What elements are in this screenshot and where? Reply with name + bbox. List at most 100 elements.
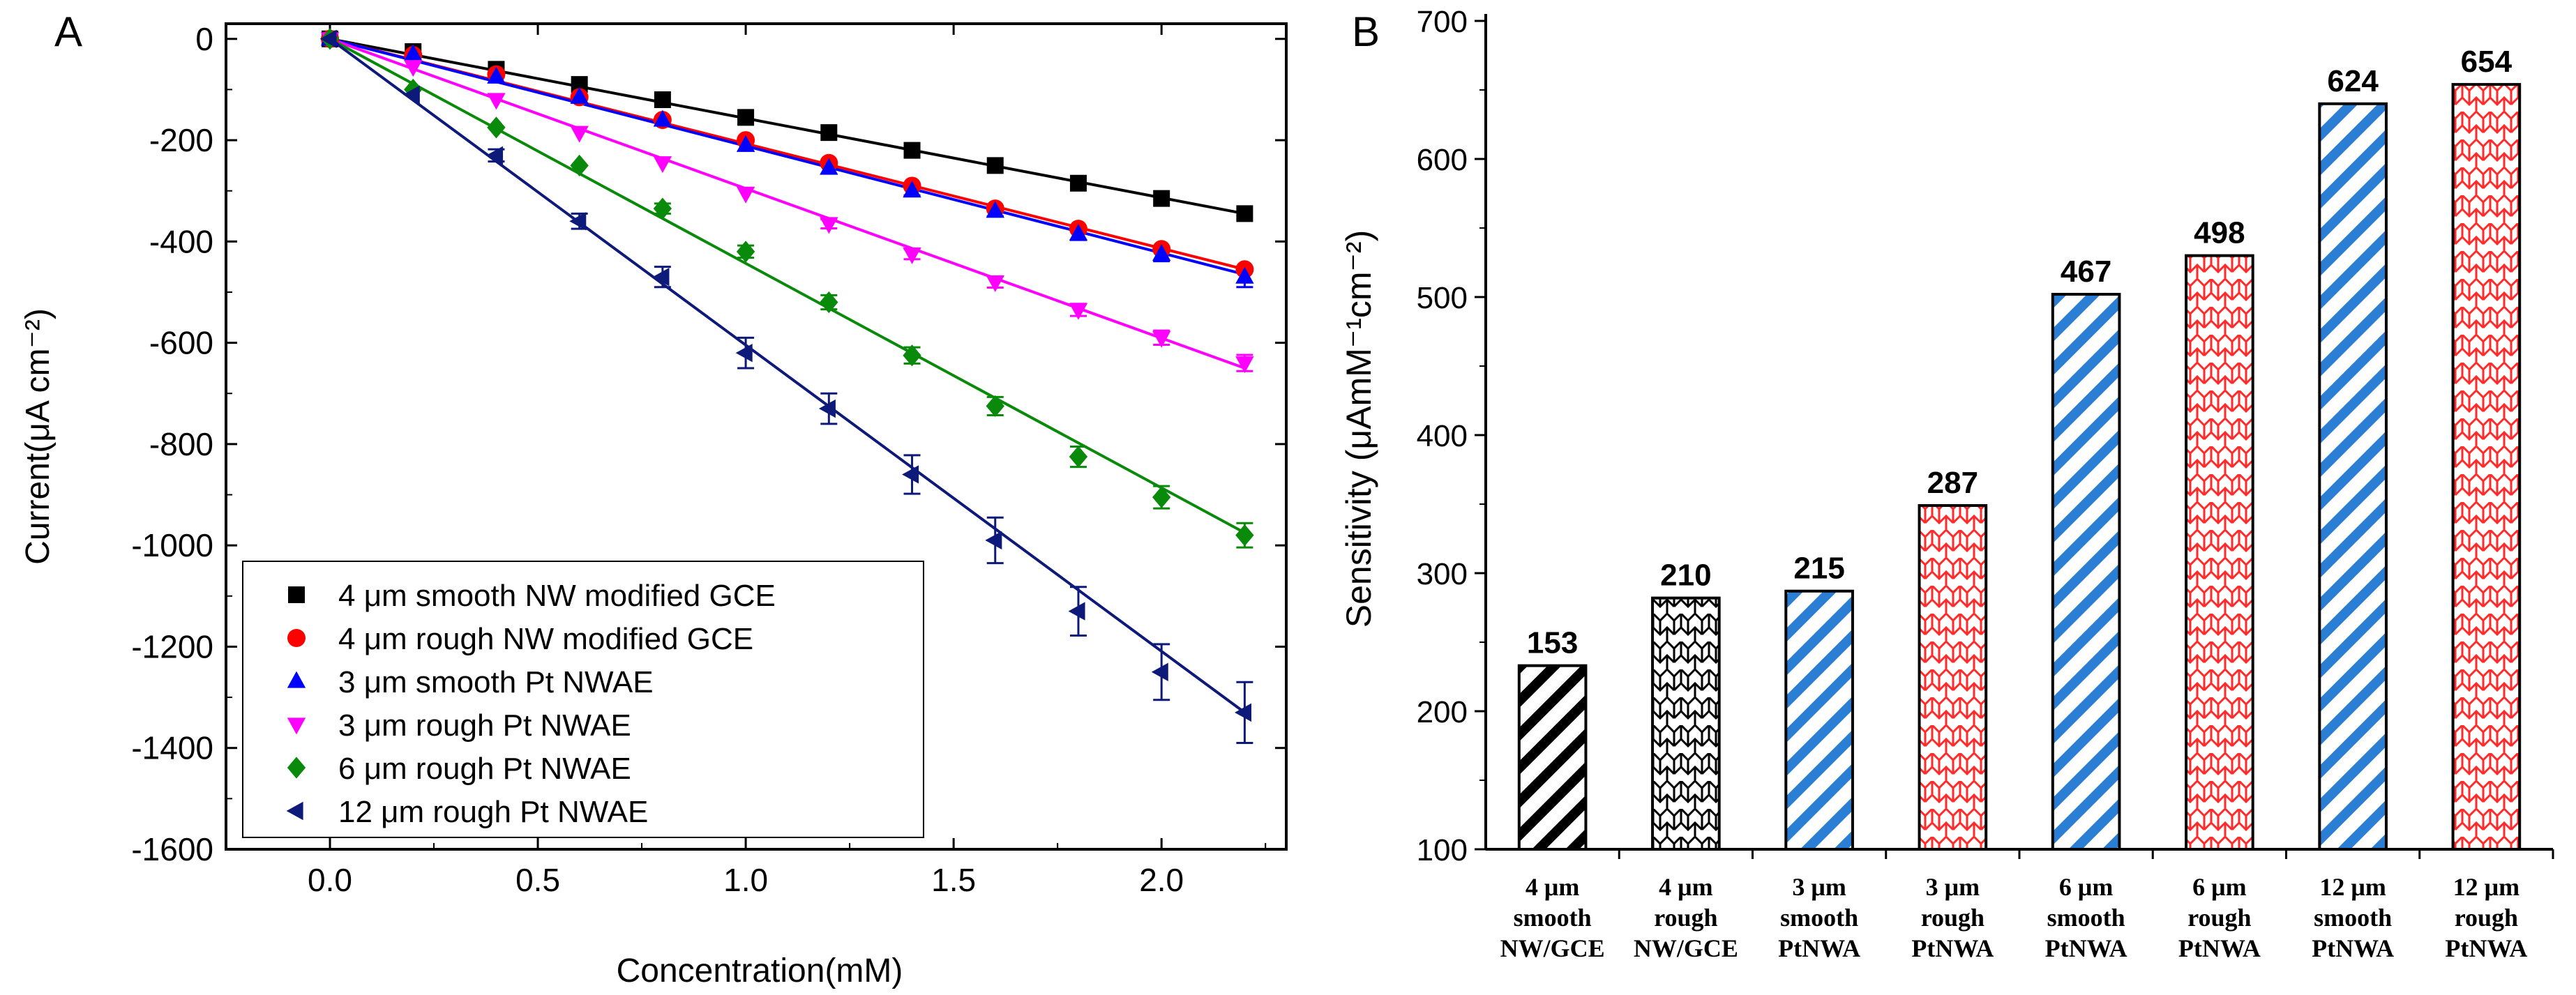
data-point xyxy=(1236,205,1253,222)
panel-b-value-labels: 153 210 215 287 467 498 624 654 xyxy=(1527,45,2513,660)
y-tick-label: -1200 xyxy=(131,628,213,664)
data-point xyxy=(818,399,836,418)
category-label-line: 3 μm xyxy=(1792,873,1846,901)
bar xyxy=(2185,254,2254,851)
legend-label: 4 μm rough NW modified GCE xyxy=(338,622,753,656)
bar xyxy=(2318,102,2388,851)
data-point xyxy=(570,126,589,143)
panel-a-legend: 4 μm smooth NW modified GCE 4 μm rough NW… xyxy=(242,561,924,838)
legend-marker xyxy=(286,801,303,821)
data-point xyxy=(569,212,587,231)
category-label-line: PtNWA xyxy=(2045,934,2127,962)
data-point xyxy=(570,86,589,104)
y-tick-label: 500 xyxy=(1417,281,1468,315)
category-label-line: PtNWA xyxy=(2312,934,2394,962)
category-label-line: smooth xyxy=(1514,904,1592,932)
legend-box xyxy=(242,561,924,838)
data-point xyxy=(570,154,589,176)
fit-line xyxy=(329,38,1246,714)
data-point xyxy=(653,197,672,220)
data-point xyxy=(902,465,919,484)
y-tick-label: -1400 xyxy=(131,730,213,766)
category-label-line: PtNWA xyxy=(1911,934,1994,962)
category-label-line: smooth xyxy=(2047,904,2125,932)
data-point xyxy=(820,217,838,234)
fit-line xyxy=(329,37,1246,370)
data-point xyxy=(820,158,838,175)
y-tick-label: 700 xyxy=(1417,5,1468,39)
panel-b-y-axis-label: Sensitivity (μAmM⁻¹cm⁻²) xyxy=(1339,230,1378,628)
category-label-line: 6 μm xyxy=(2059,873,2113,901)
fit-line xyxy=(329,37,1245,215)
x-tick-label: 0.0 xyxy=(308,862,352,898)
panel-a: A 0.0 0.5 1.0 1.5 2.0 0 -200 -400 -600 -800 -1000 -… xyxy=(20,8,1288,989)
data-point xyxy=(986,157,1004,174)
panel-b-ticks: 100 200 300 400 500 600 700 xyxy=(1417,5,2554,867)
category-label-line: 12 μm xyxy=(2319,873,2386,901)
y-tick-label: 0 xyxy=(195,21,213,57)
category-label-line: 3 μm xyxy=(1926,873,1980,901)
data-point xyxy=(986,395,1004,418)
data-point xyxy=(986,275,1004,292)
data-point xyxy=(487,116,506,139)
data-point xyxy=(985,531,1002,550)
data-point xyxy=(402,85,420,104)
y-tick-label: 600 xyxy=(1417,143,1468,177)
category-label-line: 12 μm xyxy=(2453,873,2519,901)
data-point xyxy=(820,124,838,142)
bar xyxy=(1517,664,1588,851)
category-label-line: 4 μm xyxy=(1659,873,1712,901)
data-point xyxy=(986,201,1004,218)
panel-a-plot-frame xyxy=(225,22,1288,851)
panel-a-label: A xyxy=(54,8,82,55)
data-point xyxy=(487,66,506,84)
panel-b-bars xyxy=(1517,83,2522,851)
bar-value-label: 624 xyxy=(2327,64,2379,98)
data-point xyxy=(654,91,671,108)
data-point xyxy=(903,344,921,367)
x-tick-label: 0.5 xyxy=(515,862,560,898)
data-point xyxy=(903,142,921,159)
bar-value-label: 287 xyxy=(1927,466,1978,500)
bar-value-label: 467 xyxy=(2061,255,2111,289)
data-point xyxy=(1068,602,1085,621)
panel-a-fit-lines xyxy=(329,37,1246,714)
y-tick-label: -1600 xyxy=(131,831,213,867)
panel-a-x-axis-label: Concentration(mM) xyxy=(617,952,903,989)
data-point xyxy=(404,44,423,61)
y-tick-label: -800 xyxy=(149,426,213,462)
data-point xyxy=(571,76,588,93)
bar-value-label: 215 xyxy=(1793,552,1844,586)
panel-a-y-axis-label: Current(μA cm⁻²) xyxy=(20,308,57,565)
category-label-line: rough xyxy=(2455,904,2518,932)
data-point xyxy=(653,109,672,127)
y-tick-label: 400 xyxy=(1417,419,1468,453)
bar xyxy=(1784,589,1854,851)
data-point xyxy=(1152,486,1171,508)
data-point xyxy=(652,267,670,287)
data-point xyxy=(737,109,755,126)
data-point xyxy=(1069,174,1087,192)
bar-value-label: 210 xyxy=(1660,559,1711,593)
data-point xyxy=(653,156,672,174)
legend-label: 3 μm smooth Pt NWAE xyxy=(338,665,654,699)
data-point xyxy=(1235,356,1254,374)
data-point xyxy=(903,181,921,198)
data-point xyxy=(319,29,337,48)
data-point xyxy=(1234,703,1251,722)
data-point xyxy=(1151,662,1168,681)
x-tick-label: 1.5 xyxy=(931,862,976,898)
y-tick-label: 100 xyxy=(1417,833,1468,867)
category-label-line: rough xyxy=(1921,904,1984,932)
category-label-line: NW/GCE xyxy=(1500,934,1605,962)
legend-label: 3 μm rough Pt NWAE xyxy=(338,708,631,743)
bar-value-label: 153 xyxy=(1527,626,1578,660)
y-tick-label: 200 xyxy=(1417,695,1468,729)
category-label-line: 4 μm xyxy=(1526,873,1579,901)
y-tick-label: -400 xyxy=(149,223,213,259)
bar xyxy=(1651,596,1721,851)
legend-marker xyxy=(287,629,306,647)
bar-value-label: 654 xyxy=(2461,45,2513,79)
